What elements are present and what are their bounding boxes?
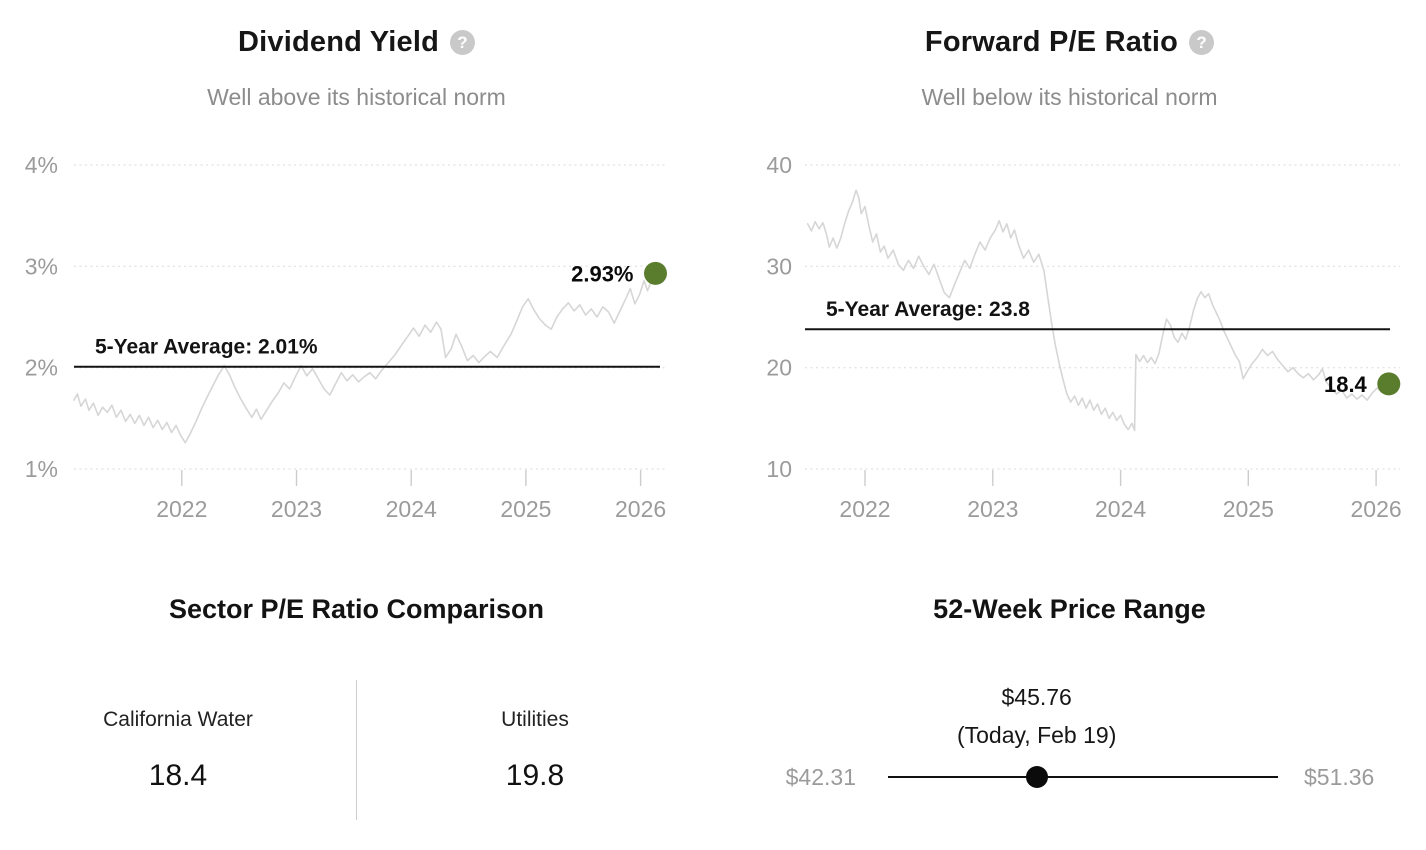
current-price-label: $45.76 [1001,684,1072,710]
sector-pe-value: 19.8 [505,758,565,792]
forward-pe-chart: 10 20 30 40 2022 2023 2024 2025 2026 5-Year Avera… [766,152,1402,522]
x-axis-label: 2023 [967,496,1018,522]
forward-pe-panel: Forward P/E Ratio ? Well below its histo… [713,0,1426,560]
chart-subtitle: Well below its historical norm [921,84,1218,110]
x-axis-label: 2023 [271,496,322,522]
range-high-label: $51.36 [1304,764,1375,790]
y-axis-label: 10 [766,456,792,482]
dividend-yield-chart: 1% 2% 3% 4% 2022 2023 2024 2025 2026 5-Year Avera… [25,152,667,522]
forward-pe-header: Forward P/E Ratio ? [713,26,1426,59]
x-axis-label: 2022 [156,496,207,522]
sector-pe-comparison-panel: Sector P/E Ratio Comparison California W… [0,560,713,850]
current-value-label: 18.4 [1324,372,1368,397]
average-label: 5-Year Average: 2.01% [95,336,318,359]
average-label: 5-Year Average: 23.8 [826,298,1030,321]
y-axis-label: 2% [25,355,58,381]
y-axis-label: 3% [25,253,58,279]
y-axis-label: 1% [25,456,58,482]
company-label: California Water [103,707,253,731]
comparison-columns: California Water 18.4 Utilities 19.8 [0,680,713,820]
price-range-panel: 52-Week Price Range $45.76 (Today, Feb 1… [713,560,1426,850]
price-range-track [888,776,1278,778]
current-value-dot [644,261,667,285]
dividend-yield-header: Dividend Yield ? [0,26,713,59]
y-axis-label: 30 [766,253,792,279]
current-price-dot [1025,766,1048,788]
comparison-column-company: California Water 18.4 [0,680,356,820]
range-low-label: $42.31 [785,764,856,790]
x-axis-label: 2025 [1223,496,1274,522]
help-icon[interactable]: ? [450,30,475,55]
x-axis-label: 2024 [386,496,437,522]
current-value-label: 2.93% [571,261,633,286]
company-pe-value: 18.4 [148,758,208,792]
current-price-note: (Today, Feb 19) [956,722,1117,748]
x-axis-label: 2024 [1095,496,1146,522]
x-axis-label: 2026 [615,496,666,522]
y-axis-label: 4% [25,152,58,178]
chart-subtitle: Well above its historical norm [207,84,506,110]
y-axis-label: 40 [766,152,792,178]
x-axis-label: 2025 [500,496,551,522]
section-title: Sector P/E Ratio Comparison [168,594,545,624]
series-line [73,272,657,444]
dividend-yield-panel: Dividend Yield ? Well above its historic… [0,0,713,560]
chart-title: Dividend Yield [237,26,439,58]
comparison-column-sector: Utilities 19.8 [356,680,713,820]
series-line [806,189,1390,432]
y-axis-label: 20 [766,355,792,381]
x-axis-label: 2026 [1351,496,1402,522]
help-icon[interactable]: ? [1189,30,1215,55]
section-title: 52-Week Price Range [933,594,1206,624]
current-value-dot [1377,372,1401,396]
chart-title: Forward P/E Ratio [924,26,1179,58]
x-axis-label: 2022 [839,496,890,522]
sector-label: Utilities [501,707,569,731]
